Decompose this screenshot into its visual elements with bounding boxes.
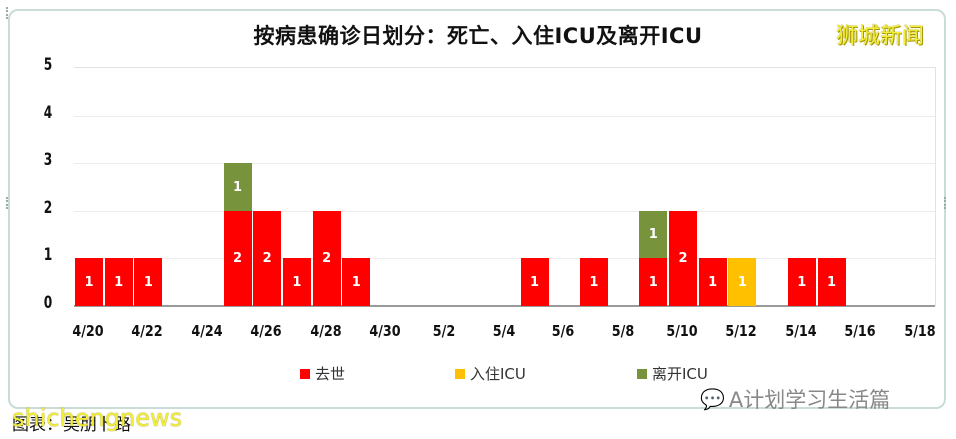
resize-handle[interactable] — [6, 7, 12, 19]
x-tick-label: 5/2 — [433, 322, 456, 340]
bar-segment: 1 — [787, 258, 816, 306]
x-tick-label: 5/18 — [903, 322, 936, 340]
x-tick-label: 5/8 — [611, 322, 634, 340]
x-tick-label: 4/20 — [72, 322, 104, 340]
wechat-icon: 💬 — [700, 387, 725, 411]
x-tick-label: 5/10 — [666, 322, 698, 340]
gridline — [74, 115, 935, 117]
gridline — [74, 163, 935, 165]
legend-swatch — [455, 368, 465, 379]
x-tick-label: 5/12 — [725, 322, 758, 340]
x-tick-label: 4/22 — [131, 322, 164, 340]
brand-logo: 狮城新闻 — [836, 24, 925, 49]
y-tick-label: 3 — [43, 150, 53, 171]
bar-5/5: 1 — [520, 258, 549, 306]
bar-segment: 1 — [134, 258, 163, 306]
bar-4/26: 2 — [253, 210, 282, 306]
bar-4/28: 2 — [312, 210, 341, 306]
bar-segment: 2 — [223, 210, 252, 306]
bar-segment: 1 — [639, 258, 668, 306]
bar-segment: 1 — [728, 258, 757, 306]
bar-4/20: 1 — [75, 258, 103, 306]
chart-caption: 图表：吴朋卜路 — [12, 415, 131, 435]
bar-segment: 2 — [312, 210, 341, 306]
y-tick-label: 2 — [43, 197, 53, 218]
y-tick-label: 1 — [43, 245, 53, 266]
chart-frame — [6, 7, 946, 409]
legend-swatch — [300, 368, 310, 379]
legend-item: 去世 — [300, 363, 345, 384]
y-tick-label: 5 — [43, 55, 53, 75]
x-tick-label: 5/4 — [492, 322, 515, 340]
gridline — [74, 210, 935, 212]
legend-item: 离开ICU — [637, 363, 708, 384]
bar-segment: 1 — [342, 258, 371, 306]
watermark-right: 💬 A计划学习生活篇 — [700, 384, 890, 414]
bar-segment: 1 — [698, 258, 727, 306]
watermark-right-text: A计划学习生活篇 — [728, 388, 891, 412]
x-axis-line — [74, 305, 935, 307]
bar-segment: 1 — [75, 258, 103, 306]
legend-label: 入住ICU — [470, 365, 526, 383]
resize-handle[interactable] — [944, 197, 950, 209]
bar-5/10: 2 — [669, 210, 697, 306]
bar-5/12: 1 — [728, 258, 757, 306]
x-tick-label: 4/28 — [309, 322, 342, 340]
x-tick-label: 4/24 — [191, 322, 223, 340]
legend-swatch — [637, 368, 647, 379]
bar-4/27: 1 — [282, 258, 311, 306]
bar-5/11: 1 — [698, 258, 727, 306]
bar-segment: 1 — [282, 258, 311, 306]
legend-label: 去世 — [315, 365, 346, 383]
bar-segment: 2 — [669, 210, 697, 306]
bar-4/22: 1 — [134, 258, 163, 306]
bar-5/7: 1 — [579, 258, 608, 306]
legend-item: 入住ICU — [455, 363, 526, 384]
x-tick-label: 4/30 — [369, 322, 401, 340]
bar-segment: 1 — [104, 258, 133, 306]
bar-segment: 1 — [223, 163, 252, 211]
x-tick-label: 5/6 — [551, 322, 575, 340]
bar-4/21: 1 — [104, 258, 133, 306]
x-tick-label: 5/16 — [844, 322, 876, 340]
bar-segment: 1 — [639, 210, 668, 259]
bar-segment: 1 — [579, 258, 608, 306]
y-tick-label: 4 — [43, 102, 53, 123]
chart-title: 按病患确诊日划分：死亡、入住ICU及离开ICU — [253, 24, 703, 48]
y-tick-label: 0 — [43, 293, 53, 313]
x-tick-label: 4/26 — [250, 322, 282, 340]
legend-label: 离开ICU — [652, 365, 708, 383]
bar-5/15: 1 — [817, 258, 846, 306]
bar-segment: 1 — [817, 258, 846, 306]
gridline — [74, 258, 935, 260]
x-tick-label: 5/14 — [785, 322, 817, 340]
watermark-left: shichengnews — [12, 404, 183, 432]
bar-segment: 2 — [253, 210, 282, 306]
resize-handle[interactable] — [6, 197, 12, 209]
bar-5/14: 1 — [787, 258, 816, 306]
bar-4/29: 1 — [342, 258, 371, 306]
bar-segment: 1 — [520, 258, 549, 306]
